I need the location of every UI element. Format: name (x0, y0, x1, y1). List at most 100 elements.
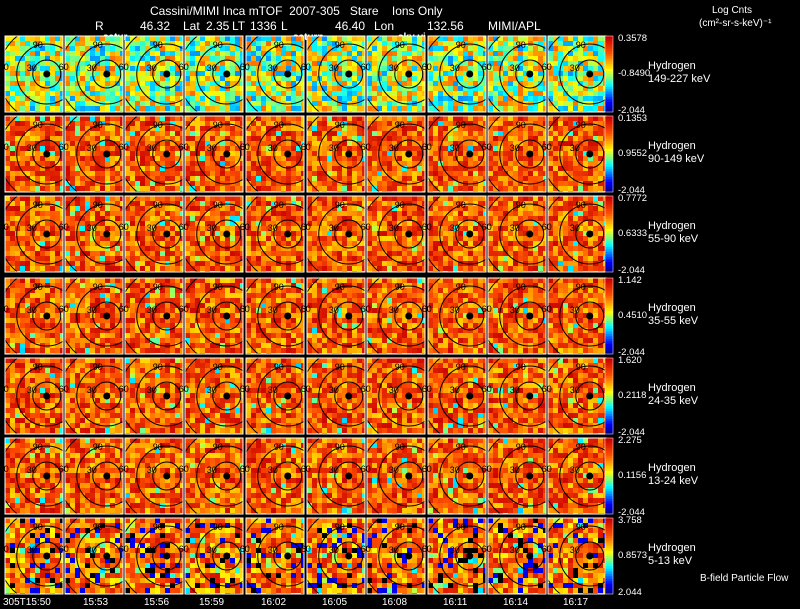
heatmap-cell (90, 101, 95, 106)
heatmap-cell (215, 66, 220, 71)
heatmap-cell (145, 86, 150, 91)
heatmap-cell (15, 106, 20, 111)
heatmap-cell (367, 186, 372, 191)
heatmap-cell (135, 221, 140, 226)
heatmap-cell (372, 171, 377, 176)
heatmap-cell (548, 126, 553, 131)
heatmap-cell (246, 101, 251, 106)
heatmap-cell (362, 51, 365, 56)
heatmap-cell (593, 71, 598, 76)
heatmap-cell (483, 86, 486, 91)
heatmap-cell (553, 96, 558, 101)
heatmap-cell (488, 71, 493, 76)
panel-border (487, 115, 547, 193)
heatmap-cell (180, 206, 183, 211)
heatmap-cell (55, 166, 60, 171)
heatmap-cell (422, 86, 425, 91)
heatmap-cell (20, 86, 25, 91)
heatmap-cell (518, 151, 523, 156)
heatmap-cell (518, 171, 523, 176)
heatmap-cell (493, 46, 498, 51)
heatmap-cell (130, 96, 135, 101)
heatmap-cell (15, 41, 20, 46)
heatmap-cell (180, 66, 183, 71)
heatmap-cell (407, 51, 412, 56)
heatmap-cell (322, 181, 327, 186)
heatmap-cell (210, 216, 215, 221)
heatmap-cell (407, 176, 412, 181)
heatmap-cell (286, 141, 291, 146)
heatmap-cell (235, 96, 240, 101)
heatmap-cell (322, 141, 327, 146)
heatmap-cell (483, 171, 486, 176)
heatmap-cell (165, 176, 170, 181)
heatmap-cell (130, 171, 135, 176)
heatmap-cell (498, 141, 503, 146)
heatmap-cell (65, 91, 70, 96)
heatmap-cell (45, 226, 50, 231)
heatmap-cell (55, 91, 60, 96)
heatmap-cell (190, 121, 195, 126)
heatmap-cell (210, 246, 215, 251)
heatmap-cell (160, 221, 165, 226)
colorbar-step (605, 184, 613, 188)
heatmap-cell (210, 76, 215, 81)
heatmap-cell (548, 81, 553, 86)
heatmap-cell (145, 171, 150, 176)
heatmap-cell (473, 66, 478, 71)
heatmap-cell (508, 161, 513, 166)
heatmap-cell (362, 131, 365, 136)
heatmap-cell (603, 36, 606, 41)
heatmap-cell (100, 146, 105, 151)
heatmap-cell (115, 141, 120, 146)
heatmap-cell (70, 156, 75, 161)
heatmap-cell (80, 251, 85, 256)
heatmap-cell (55, 41, 60, 46)
heatmap-cell (543, 186, 546, 191)
heatmap-cell (225, 136, 230, 141)
heatmap-cell (593, 36, 598, 41)
heatmap-cell (518, 176, 523, 181)
heatmap-cell (593, 81, 598, 86)
planet-marker (526, 70, 534, 78)
heatmap-cell (573, 116, 578, 121)
heatmap-cell (195, 81, 200, 86)
heatmap-cell (412, 86, 417, 91)
heatmap-cell (70, 126, 75, 131)
heatmap-cell (240, 61, 243, 66)
heatmap-cell (5, 256, 10, 261)
heatmap-cell (307, 66, 312, 71)
heatmap-cell (235, 61, 240, 66)
heatmap-cell (220, 121, 225, 126)
heatmap-cell (235, 46, 240, 51)
heatmap-cell (281, 176, 286, 181)
heatmap-cell (291, 161, 296, 166)
heatmap-cell (50, 131, 55, 136)
heatmap-cell (508, 46, 513, 51)
contour-arc (136, 203, 183, 265)
heatmap-cell (25, 166, 30, 171)
heatmap-cell (85, 196, 90, 201)
heatmap-cell (190, 236, 195, 241)
heatmap-cell (10, 181, 15, 186)
heatmap-cell (160, 196, 165, 201)
heatmap-cell (150, 156, 155, 161)
heatmap-cell (553, 61, 558, 66)
heatmap-cell (448, 41, 453, 46)
heatmap-cell (392, 81, 397, 86)
heatmap-cell (483, 161, 486, 166)
heatmap-cell (558, 106, 563, 111)
heatmap-cell (387, 121, 392, 126)
heatmap-cell (498, 131, 503, 136)
heatmap-cell (337, 81, 342, 86)
heatmap-cell (417, 41, 422, 46)
heatmap-cell (175, 226, 180, 231)
heatmap-cell (215, 101, 220, 106)
heatmap-cell (110, 251, 115, 256)
heatmap-cell (200, 91, 205, 96)
heatmap-cell (488, 81, 493, 86)
heatmap-cell (30, 121, 35, 126)
heatmap-cell (190, 41, 195, 46)
heatmap-cell (140, 241, 145, 246)
heatmap-cell (493, 126, 498, 131)
